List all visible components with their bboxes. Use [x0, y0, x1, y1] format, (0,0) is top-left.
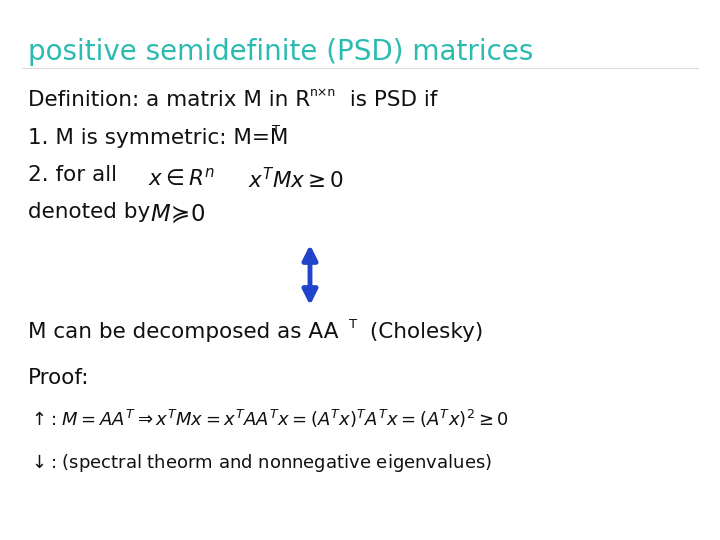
Text: Definition: a matrix M in R: Definition: a matrix M in R	[28, 90, 310, 110]
Text: is PSD if: is PSD if	[343, 90, 437, 110]
Text: positive semidefinite (PSD) matrices: positive semidefinite (PSD) matrices	[28, 38, 534, 66]
Text: $x \in R^n$: $x \in R^n$	[148, 167, 215, 189]
Text: T: T	[349, 318, 357, 331]
Text: Proof:: Proof:	[28, 368, 89, 388]
Text: (Cholesky): (Cholesky)	[363, 322, 483, 342]
Text: T: T	[272, 124, 280, 137]
Text: $M\!\succeq\! 0$: $M\!\succeq\! 0$	[150, 203, 205, 226]
Text: $x^T Mx \geq 0$: $x^T Mx \geq 0$	[248, 167, 344, 192]
Text: $\uparrow$: $M = AA^T \Rightarrow x^T Mx = x^T AA^T x = (A^T x)^T A^T x = (A^T x: $\uparrow$: $M = AA^T \Rightarrow x^T Mx…	[28, 408, 509, 430]
Text: M can be decomposed as AA: M can be decomposed as AA	[28, 322, 338, 342]
FancyArrowPatch shape	[304, 250, 316, 300]
Text: denoted by: denoted by	[28, 202, 150, 222]
Text: 1. M is symmetric: M=M: 1. M is symmetric: M=M	[28, 128, 289, 148]
Text: n×n: n×n	[310, 86, 336, 99]
Text: 2. for all: 2. for all	[28, 165, 117, 185]
Text: $\downarrow$: (spectral theorm and nonnegative eigenvalues): $\downarrow$: (spectral theorm and nonne…	[28, 452, 492, 474]
